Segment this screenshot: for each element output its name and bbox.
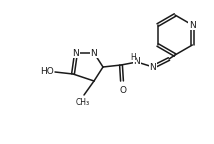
Text: HO: HO (40, 68, 54, 76)
Text: N: N (189, 20, 196, 30)
Text: O: O (119, 86, 126, 95)
Text: CH₃: CH₃ (76, 98, 90, 107)
Text: N: N (73, 49, 79, 57)
Text: N: N (91, 49, 97, 57)
Text: N: N (134, 57, 140, 67)
Text: H: H (130, 53, 136, 61)
Text: N: N (150, 62, 156, 72)
